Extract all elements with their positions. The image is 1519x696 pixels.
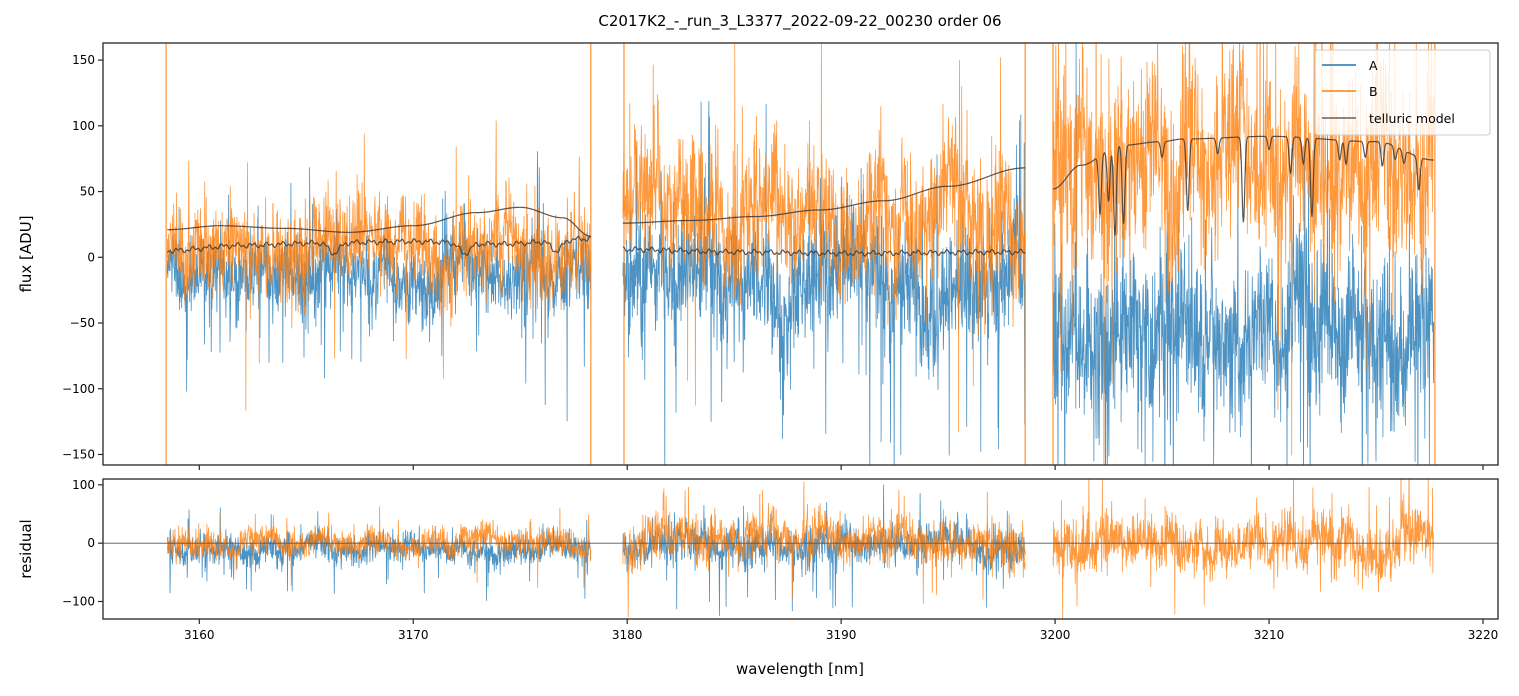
series-b-line: [166, 120, 592, 411]
telluric-model-line: [167, 235, 592, 256]
flux-y-axis-label: flux [ADU]: [17, 215, 35, 292]
legend-label-a: A: [1369, 58, 1378, 73]
telluric-model-line: [622, 246, 1026, 257]
legend-label-telluric: telluric model: [1369, 111, 1455, 126]
chart-title: C2017K2_-_run_3_L3377_2022-09-22_00230 o…: [598, 12, 1001, 31]
residual-axes-frame: [102, 478, 1499, 620]
telluric-model-line: [1053, 135, 1434, 236]
residual-x-ticks: 3160 3170 3180 3190 3200 3210 3220: [184, 619, 1498, 642]
y-tick-label: −100: [62, 382, 95, 396]
flux-x-ticks: [198, 465, 1484, 470]
legend: A B telluric model: [1314, 49, 1491, 136]
residual-b-line: [1052, 479, 1435, 619]
residual-y-axis-label: residual: [17, 519, 35, 578]
y-tick-label: 0: [87, 536, 95, 550]
residual-panel: 100 0 −100 3160 3170 3180 3190 3200 3210 3220 re…: [17, 478, 1499, 678]
y-tick-label: 0: [87, 250, 95, 264]
x-tick-label: 3160: [184, 628, 215, 642]
flux-plot-area: [165, 43, 1436, 465]
y-tick-label: −50: [70, 316, 95, 330]
x-tick-label: 3190: [826, 628, 857, 642]
series-a-line: [166, 151, 592, 422]
residual-plot-area: [103, 479, 1498, 619]
y-tick-label: 150: [72, 53, 95, 67]
flux-y-ticks: 150 100 50 0 −50 −100 −150: [62, 53, 103, 461]
x-tick-label: 3180: [612, 628, 643, 642]
x-tick-label: 3220: [1468, 628, 1499, 642]
y-tick-label: 50: [80, 185, 95, 199]
telluric-model-line: [622, 167, 1026, 224]
x-tick-label: 3200: [1040, 628, 1071, 642]
x-axis-label: wavelength [nm]: [736, 660, 864, 678]
y-tick-label: 100: [72, 119, 95, 133]
y-tick-label: 100: [72, 478, 95, 492]
residual-b-line: [622, 481, 1026, 618]
y-tick-label: −150: [62, 447, 95, 461]
residual-y-ticks: 100 0 −100: [62, 478, 103, 609]
y-tick-label: −100: [62, 595, 95, 609]
legend-label-b: B: [1369, 84, 1378, 99]
flux-panel: 150 100 50 0 −50 −100 −150 flux [ADU] A B tell…: [17, 42, 1499, 470]
residual-b-line: [166, 506, 592, 589]
series-b-line: [622, 43, 1026, 432]
telluric-model-line: [167, 206, 591, 237]
legend-box: [1314, 49, 1491, 136]
x-tick-label: 3210: [1254, 628, 1285, 642]
flux-axes-frame: [102, 42, 1499, 466]
series-a-line: [1052, 43, 1435, 465]
x-tick-label: 3170: [398, 628, 429, 642]
